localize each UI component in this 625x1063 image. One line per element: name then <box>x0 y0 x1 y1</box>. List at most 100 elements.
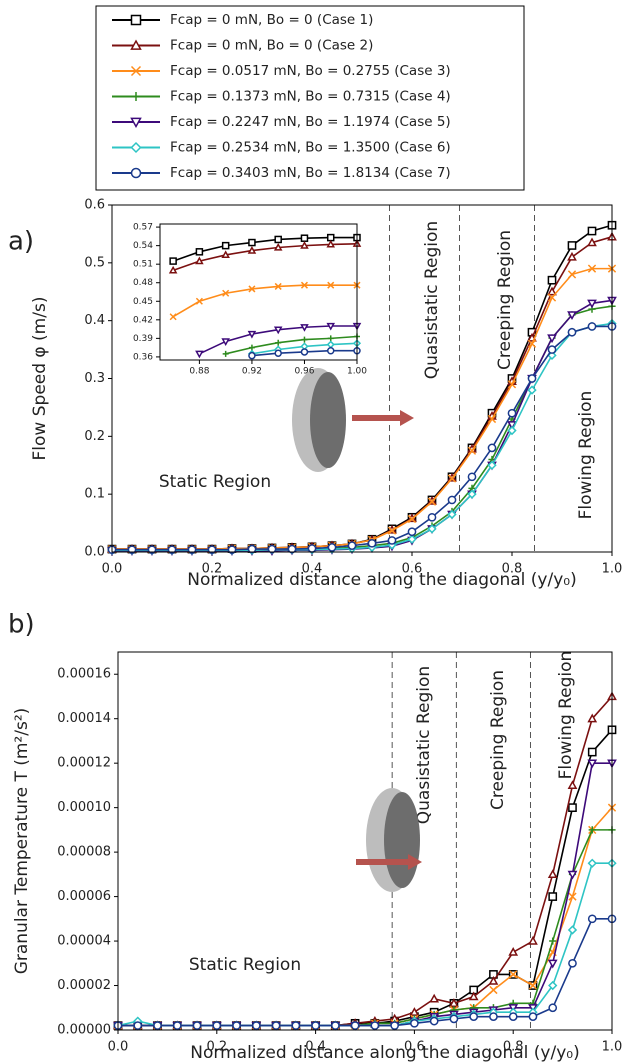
marker <box>447 474 457 483</box>
series-line <box>172 284 357 318</box>
y-tick-label: 0.54 <box>133 241 153 251</box>
marker <box>449 1014 459 1024</box>
marker <box>567 780 578 790</box>
marker <box>130 117 142 129</box>
y-tick-label: 0.00014 <box>57 711 111 726</box>
marker <box>467 489 477 499</box>
x-tick-label: 0.6 <box>404 1040 425 1055</box>
x-axis-label: Normalized distance along the diagonal (… <box>190 1043 579 1063</box>
series-line <box>118 729 613 1027</box>
y-tick-label: 0.6 <box>84 198 105 213</box>
region-label: Creeping Region <box>488 670 508 810</box>
y-tick-label: 0.00004 <box>57 934 111 949</box>
x-tick-label: 0.6 <box>402 562 423 577</box>
marker <box>567 327 577 337</box>
marker <box>387 536 397 545</box>
marker <box>347 541 357 550</box>
x-tick-label: 0.4 <box>302 562 323 577</box>
marker <box>447 509 457 520</box>
marker <box>547 959 558 969</box>
marker <box>221 250 230 259</box>
x-tick-label: 0.8 <box>503 1040 524 1055</box>
marker <box>547 275 557 285</box>
marker <box>248 344 255 351</box>
marker <box>291 1021 301 1030</box>
plot-frame <box>159 223 358 361</box>
y-tick-label: 0.1 <box>84 487 105 502</box>
y-tick-label: 0.0 <box>84 545 105 560</box>
marker <box>468 991 479 1001</box>
marker <box>427 497 437 506</box>
marker <box>507 425 517 436</box>
marker <box>587 759 598 769</box>
marker <box>509 970 518 979</box>
x-tick-label: 0.88 <box>189 367 209 377</box>
marker <box>307 544 317 553</box>
region-label: Quasistatic Region <box>422 221 442 379</box>
marker <box>248 285 256 293</box>
y-tick-label: 0.51 <box>133 260 153 270</box>
legend-label: Fcap = 0.1373 mN, Bo = 0.7315 (Case 4) <box>170 89 451 105</box>
y-tick-label: 0.39 <box>133 334 153 344</box>
legend-label: Fcap = 0 mN, Bo = 0 (Case 1) <box>170 12 373 28</box>
marker <box>195 350 204 359</box>
region-label: Quasistatic Region <box>414 666 434 824</box>
marker <box>508 947 519 956</box>
marker <box>587 299 597 309</box>
marker <box>300 324 309 332</box>
marker <box>222 350 229 357</box>
series-line <box>172 236 357 262</box>
marker <box>130 167 142 179</box>
marker <box>130 65 142 77</box>
marker <box>251 1021 261 1030</box>
marker <box>567 870 578 880</box>
marker <box>507 380 517 389</box>
y-tick-label: 0.00010 <box>57 800 111 815</box>
marker <box>588 826 596 834</box>
x-axis-label: Normalized distance along the diagonal (… <box>187 570 576 590</box>
marker <box>147 545 157 555</box>
marker <box>350 1021 360 1030</box>
marker <box>548 980 558 991</box>
marker <box>212 1021 222 1030</box>
legend-box <box>95 5 525 191</box>
marker <box>587 237 597 247</box>
marker <box>587 713 598 723</box>
marker <box>167 545 177 555</box>
marker <box>195 256 204 265</box>
x-tick-label: 0.4 <box>305 1040 326 1055</box>
y-tick-label: 0.00008 <box>57 845 111 860</box>
marker <box>131 92 141 101</box>
y-tick-label: 0.00016 <box>57 667 111 682</box>
x-tick-label: 1.00 <box>347 367 367 377</box>
marker <box>567 270 577 279</box>
marker <box>469 1012 479 1022</box>
marker <box>549 937 557 945</box>
marker <box>528 1012 538 1022</box>
series-line <box>118 807 613 1027</box>
marker <box>311 1021 320 1030</box>
x-tick-label: 0.2 <box>206 1040 227 1055</box>
marker <box>287 544 297 554</box>
marker <box>195 297 203 305</box>
marker <box>489 1012 498 1022</box>
marker <box>407 534 417 544</box>
marker <box>447 495 457 505</box>
marker <box>169 313 177 321</box>
particle-pile-shade <box>310 372 346 468</box>
marker <box>300 348 309 356</box>
marker <box>527 385 537 395</box>
plot-frame <box>111 204 613 553</box>
region-label: Flowing Region <box>576 391 596 520</box>
x-tick-label: 1.0 <box>602 1040 623 1055</box>
marker <box>326 239 336 248</box>
marker <box>248 351 256 360</box>
marker <box>568 892 577 901</box>
marker <box>449 998 459 1007</box>
legend-label: Fcap = 0.3403 mN, Bo = 1.8134 (Case 7) <box>170 165 451 181</box>
y-tick-label: 0.00012 <box>57 756 111 771</box>
region-label: Static Region <box>189 955 301 975</box>
marker <box>587 226 597 236</box>
marker <box>427 512 437 522</box>
y-tick-label: 0.4 <box>84 313 105 328</box>
